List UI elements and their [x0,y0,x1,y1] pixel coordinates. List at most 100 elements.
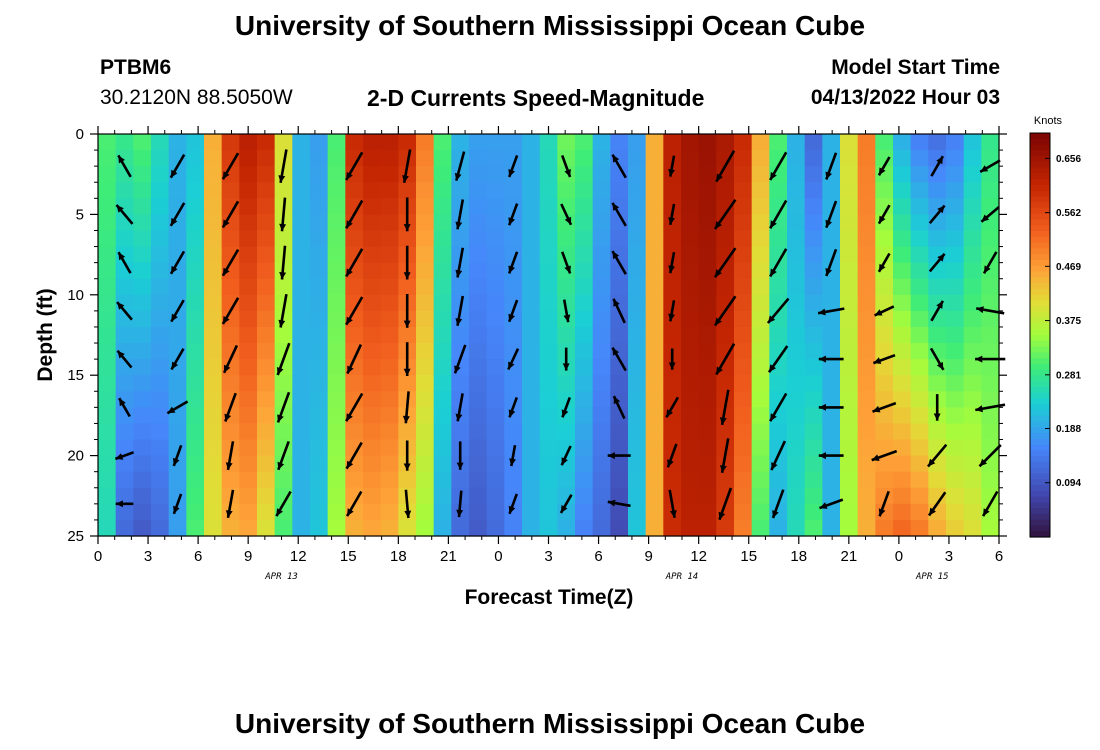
heat-cell [327,166,346,183]
heat-cell [486,439,505,457]
heat-cell [628,246,647,264]
heat-cell [469,182,488,199]
current-vector [825,248,838,277]
heat-cell [734,310,753,328]
heat-cell [628,503,647,521]
heat-cell [310,310,329,328]
heat-cell [345,198,364,215]
current-vector [116,349,133,369]
colorbar-segment [1030,219,1050,226]
heat-cell [221,294,240,312]
heat-cell [981,375,1000,392]
heat-cell [345,407,364,425]
heat-cell [204,326,223,344]
heat-cell [539,439,558,457]
heat-cell [486,423,505,441]
heat-cell [822,407,841,425]
heat-cell [274,326,293,344]
heat-cell [910,150,929,167]
heat-cell [363,375,382,392]
current-vector [713,199,737,230]
heat-cell [734,455,753,473]
current-vector [115,204,134,225]
heat-cell [681,230,700,248]
heat-cell [292,503,311,521]
heat-cell [822,375,841,392]
heat-cell [239,134,258,151]
colorbar-segment [1030,184,1050,192]
heat-cell [98,407,117,425]
heat-cell [575,391,594,408]
heat-cell [610,375,629,392]
heat-cell [981,359,1000,376]
colorbar-segment [1030,404,1050,411]
heat-cell [469,391,488,408]
heat-cell [716,182,735,199]
heat-cell [380,278,399,296]
heat-cell [310,262,329,280]
heat-cell [327,262,346,280]
heat-cell [734,471,753,489]
current-vector [611,202,627,227]
x-tick-label: 0 [94,548,102,565]
colorbar-tick-label: 0.188 [1056,424,1081,435]
colorbar: 0.656 0.562 0.469 0.375 0.281 0.188 0.094 [1029,132,1081,538]
heat-cell [946,391,965,408]
current-vector [825,200,838,229]
heat-cell [486,407,505,425]
heat-cell [539,326,558,344]
current-vector [345,490,363,517]
heat-cell [769,407,788,425]
heat-cell [663,310,682,328]
heat-cell [239,278,258,296]
heat-cell [910,423,929,441]
heat-cell [433,182,452,199]
heat-cell [204,343,223,360]
heat-cell [645,487,664,505]
heat-cell [822,230,841,248]
heat-cell [133,391,152,408]
heat-cell [327,198,346,215]
heat-cell [698,343,717,360]
x-tick-label: 6 [594,548,602,565]
heat-cell [645,262,664,280]
x-tick-label: 12 [690,548,707,565]
current-vector [562,347,570,371]
heat-cell [857,455,876,473]
heat-cell [504,294,523,312]
current-vector [718,487,733,521]
heat-cell [769,294,788,312]
heat-cell [416,519,435,537]
heat-cell [575,359,594,376]
heat-cell [645,407,664,425]
heat-cell [133,375,152,392]
heat-cell [274,519,293,537]
heat-cell [928,471,947,489]
heat-cell [804,326,823,344]
heat-cell [380,326,399,344]
heat-cell [963,230,982,248]
y-tick-label: 10 [67,287,84,304]
heat-cell [822,423,841,441]
heat-cell [592,182,611,199]
heat-cell [628,391,647,408]
heat-cell [963,423,982,441]
heat-cell [981,294,1000,312]
current-vector [611,250,627,275]
current-vector [611,153,627,179]
current-vector [456,490,464,518]
heat-cell [239,359,258,376]
heat-cell [257,391,276,408]
heat-cell [451,134,470,151]
heat-cell [681,455,700,473]
heat-cell [221,375,240,392]
colorbar-segment [1030,456,1050,463]
heat-cell [663,375,682,392]
colorbar-segment [1030,513,1050,521]
heat-cell [910,391,929,408]
heat-cell [504,182,523,199]
heat-cell [698,391,717,408]
colorbar-segment [1030,150,1050,157]
colorbar-segment [1030,473,1050,480]
current-vector [668,489,677,519]
